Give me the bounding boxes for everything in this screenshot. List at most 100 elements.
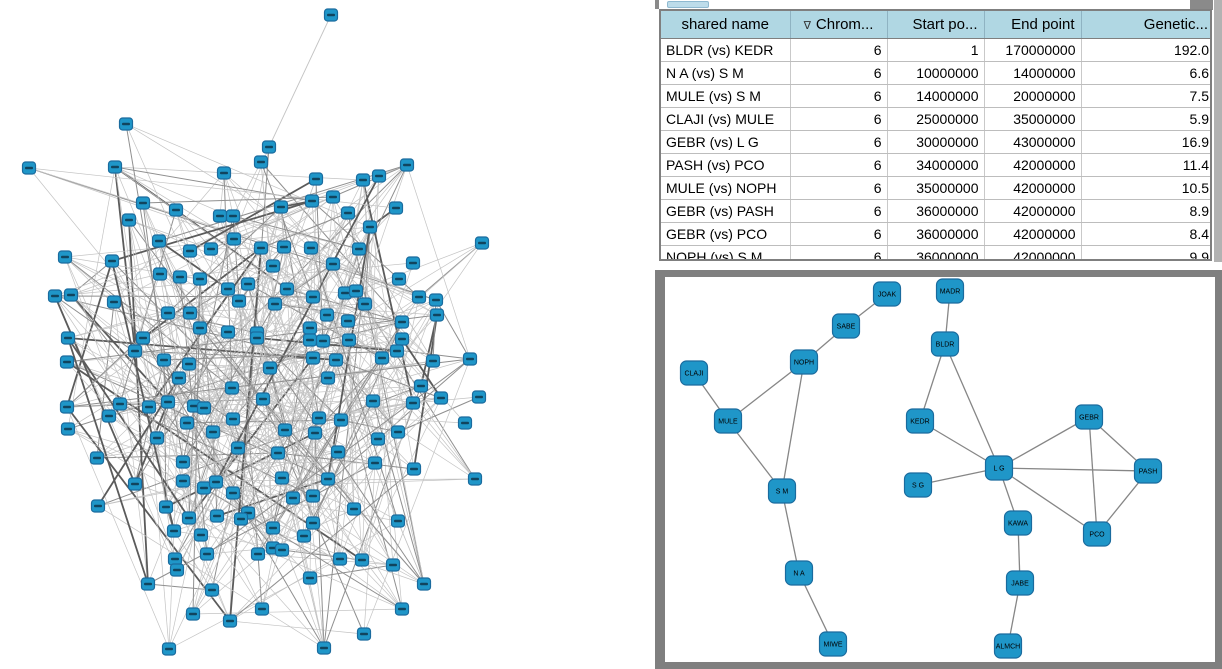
network-edge[interactable]: [256, 212, 349, 339]
network-edge[interactable]: [257, 385, 422, 555]
network-node[interactable]: [182, 244, 198, 258]
network-node-bldr[interactable]: BLDR: [930, 331, 960, 357]
network-edge[interactable]: [28, 167, 283, 479]
network-node[interactable]: [59, 355, 75, 369]
network-node[interactable]: [471, 390, 487, 404]
network-node-almch[interactable]: ALMCH: [993, 633, 1023, 659]
network-node[interactable]: [433, 391, 449, 405]
network-edge[interactable]: [310, 247, 399, 522]
network-edge[interactable]: [111, 260, 329, 480]
network-edge[interactable]: [188, 278, 201, 519]
network-node[interactable]: [467, 472, 483, 486]
network-node[interactable]: [101, 409, 117, 423]
network-edge[interactable]: [113, 301, 195, 407]
network-edge[interactable]: [260, 247, 420, 298]
network-edge[interactable]: [189, 312, 403, 340]
network-edge[interactable]: [111, 260, 175, 532]
network-node[interactable]: [265, 259, 281, 273]
network-edge[interactable]: [142, 247, 262, 339]
cell-value[interactable]: 6: [790, 153, 888, 177]
network-edge[interactable]: [147, 583, 213, 591]
network-edge[interactable]: [335, 359, 379, 440]
cell-value[interactable]: 6: [790, 84, 888, 108]
network-node[interactable]: [346, 502, 362, 516]
cell-value[interactable]: 6: [790, 130, 888, 154]
network-node[interactable]: [367, 456, 383, 470]
network-edge[interactable]: [919, 343, 946, 422]
network-edge[interactable]: [257, 226, 371, 555]
cell-value[interactable]: 36000000: [887, 245, 985, 259]
network-node[interactable]: [277, 423, 293, 437]
cell-shared-name[interactable]: NOPH (vs) S M: [661, 245, 791, 259]
network-edge[interactable]: [70, 294, 234, 420]
network-edge[interactable]: [167, 312, 316, 434]
network-edge[interactable]: [96, 402, 414, 459]
network-node[interactable]: [457, 416, 473, 430]
network-edge[interactable]: [401, 338, 442, 399]
network-edge[interactable]: [188, 363, 286, 431]
network-node[interactable]: [152, 267, 168, 281]
network-edge[interactable]: [67, 337, 425, 585]
network-node[interactable]: [330, 445, 346, 459]
network-edge[interactable]: [260, 161, 276, 305]
network-node[interactable]: [141, 400, 157, 414]
network-node[interactable]: [356, 627, 372, 641]
network-edge[interactable]: [372, 400, 425, 585]
cell-value[interactable]: 43000000: [984, 130, 1082, 154]
network-node[interactable]: [316, 641, 332, 655]
table-row[interactable]: MULE (vs) NOPH 6 35000000 42000000 10.5: [661, 176, 1210, 200]
network-node[interactable]: [265, 521, 281, 535]
cell-value[interactable]: 1: [887, 38, 985, 62]
network-edge[interactable]: [260, 196, 334, 249]
network-edge[interactable]: [189, 250, 398, 352]
network-edge[interactable]: [54, 262, 414, 297]
network-edge[interactable]: [96, 331, 229, 459]
network-edge[interactable]: [97, 505, 325, 649]
network-edge[interactable]: [944, 343, 1000, 469]
cell-value[interactable]: 10.5: [1081, 176, 1210, 200]
network-edge[interactable]: [134, 331, 229, 485]
network-node[interactable]: [220, 282, 236, 296]
network-node[interactable]: [276, 240, 292, 254]
cell-value[interactable]: 8.9: [1081, 199, 1210, 223]
network-edge[interactable]: [64, 256, 233, 389]
cell-value[interactable]: 14000000: [887, 84, 985, 108]
network-node[interactable]: [89, 451, 105, 465]
network-node[interactable]: [305, 516, 321, 530]
cell-value[interactable]: 35000000: [887, 176, 985, 200]
network-node[interactable]: [425, 354, 441, 368]
network-edge[interactable]: [168, 226, 371, 650]
network-node[interactable]: [192, 321, 208, 335]
network-edge[interactable]: [332, 196, 434, 362]
network-edge[interactable]: [134, 196, 334, 352]
network-node[interactable]: [240, 277, 256, 291]
network-node-n-a[interactable]: N A: [784, 560, 814, 586]
network-node-claji[interactable]: CLAJI: [679, 360, 709, 386]
cell-value[interactable]: 7.5: [1081, 84, 1210, 108]
network-node[interactable]: [231, 294, 247, 308]
cell-value[interactable]: 16.9: [1081, 130, 1210, 154]
network-node-sabe[interactable]: SABE: [831, 313, 861, 339]
network-node[interactable]: [104, 254, 120, 268]
network-edge[interactable]: [229, 397, 442, 622]
network-edge[interactable]: [274, 263, 334, 305]
network-node[interactable]: [166, 524, 182, 538]
network-node[interactable]: [399, 158, 415, 172]
network-node-mule[interactable]: MULE: [713, 408, 743, 434]
network-edge[interactable]: [67, 166, 116, 430]
network-edge[interactable]: [165, 506, 403, 610]
cell-value[interactable]: 6: [790, 245, 888, 259]
network-node[interactable]: [168, 203, 184, 217]
network-node[interactable]: [302, 333, 318, 347]
network-node[interactable]: [233, 512, 249, 526]
network-node[interactable]: [413, 379, 429, 393]
network-node[interactable]: [205, 425, 221, 439]
network-node[interactable]: [362, 220, 378, 234]
network-node[interactable]: [357, 297, 373, 311]
network-node-pco[interactable]: PCO: [1082, 521, 1112, 547]
network-edge[interactable]: [167, 312, 258, 339]
network-node[interactable]: [156, 353, 172, 367]
cell-value[interactable]: 170000000: [984, 38, 1082, 62]
network-node-s-m[interactable]: S M: [767, 478, 797, 504]
network-edge[interactable]: [397, 396, 480, 433]
